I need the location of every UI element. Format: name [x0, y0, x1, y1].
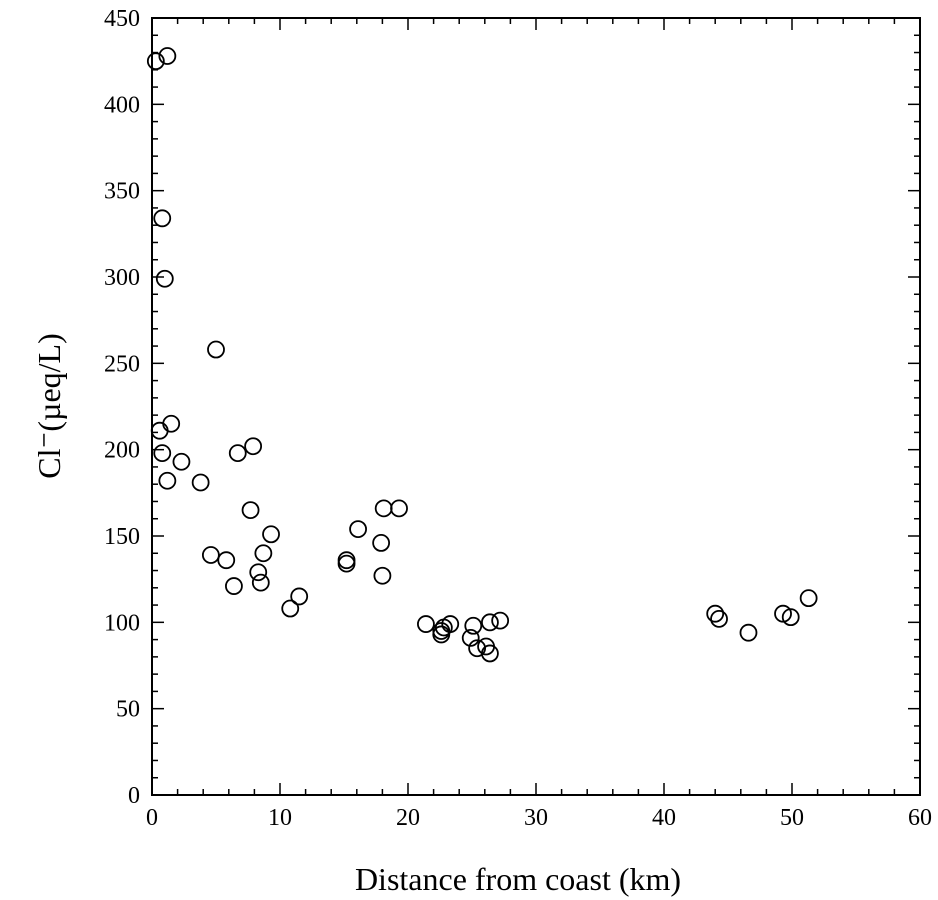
data-point — [158, 47, 177, 65]
data-point — [172, 452, 191, 471]
y-tick-label: 150 — [104, 524, 140, 550]
x-tick-labels: 0 10 20 30 40 50 60 — [146, 805, 932, 831]
x-tick-label: 50 — [780, 805, 804, 831]
y-tick-label: 50 — [116, 697, 140, 723]
data-point — [373, 566, 392, 585]
y-tick-label: 100 — [104, 610, 140, 636]
data-point — [162, 414, 181, 433]
y-tick-label: 200 — [104, 438, 140, 464]
x-tick-label: 10 — [268, 805, 292, 831]
data-point — [481, 644, 499, 663]
data-point — [441, 615, 460, 633]
y-tick-label: 400 — [104, 92, 140, 118]
y-tick-label: 350 — [104, 179, 140, 205]
data-point — [241, 501, 260, 520]
data-point — [417, 615, 435, 633]
data-point — [461, 628, 480, 647]
data-point — [201, 546, 220, 564]
data-point — [158, 471, 177, 490]
data-point — [781, 608, 800, 627]
data-point — [281, 599, 300, 618]
data-point — [374, 499, 393, 518]
data-point — [153, 444, 172, 463]
data-point — [372, 534, 391, 552]
x-axis-title: Distance from coast (km) — [355, 861, 681, 897]
plot-frame — [151, 17, 921, 796]
y-tick-labels: 0 50 100 150 200 250 300 350 400 450 — [104, 6, 140, 809]
y-tick-label: 450 — [104, 6, 140, 32]
data-point — [337, 554, 356, 573]
x-tick-label: 20 — [396, 805, 420, 831]
data-point — [207, 340, 225, 359]
data-point — [739, 623, 758, 642]
y-tick-label: 250 — [104, 351, 140, 377]
data-point — [468, 639, 487, 658]
data-point — [337, 551, 356, 570]
data-point — [191, 473, 210, 492]
data-point — [155, 269, 174, 288]
data-point — [249, 563, 268, 582]
x-tick-label: 40 — [652, 805, 676, 831]
data-point — [464, 616, 483, 635]
data-points — [146, 47, 818, 663]
data-point — [254, 544, 273, 563]
data-point — [244, 437, 263, 456]
data-point — [217, 551, 236, 570]
data-point — [153, 209, 172, 228]
data-point — [706, 604, 725, 623]
x-tick-label: 60 — [908, 805, 932, 831]
data-point — [390, 499, 408, 518]
axis-ticks — [151, 17, 921, 796]
data-point — [491, 611, 510, 630]
data-point — [290, 587, 309, 606]
data-point — [432, 622, 451, 640]
data-point — [799, 589, 818, 608]
data-point — [251, 573, 270, 592]
x-tick-label: 0 — [146, 805, 158, 831]
data-point — [481, 613, 499, 632]
data-point — [774, 604, 792, 623]
y-tick-label: 300 — [104, 265, 140, 291]
data-point — [150, 421, 169, 440]
data-point — [262, 525, 280, 544]
data-point — [225, 577, 243, 595]
y-axis-title: Cl⁻(µeq/L) — [31, 333, 67, 479]
data-point — [349, 520, 367, 538]
y-tick-label: 0 — [128, 783, 140, 809]
data-point — [228, 444, 247, 463]
data-point — [146, 52, 165, 71]
data-point — [710, 609, 728, 628]
x-tick-label: 30 — [524, 805, 548, 831]
